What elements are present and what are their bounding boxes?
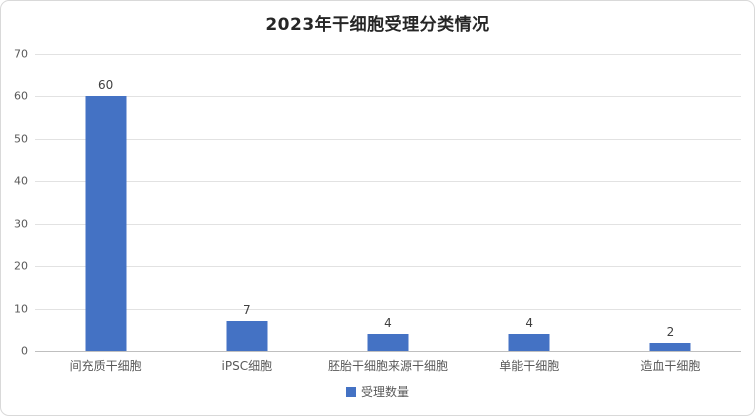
plot-area: 60 7 4 4 2 xyxy=(35,54,741,352)
bar-value-label: 4 xyxy=(525,316,534,331)
bar-value-label: 7 xyxy=(242,303,251,318)
x-tick-label: 胚胎干细胞来源干细胞 xyxy=(328,359,449,373)
chart-title: 2023年干细胞受理分类情况 xyxy=(265,15,490,35)
bar-slot: 60 xyxy=(35,54,176,351)
gridline xyxy=(35,266,741,268)
x-tick-label: iPSC细胞 xyxy=(221,359,273,373)
legend: 受理数量 xyxy=(1,383,754,400)
gridline xyxy=(35,138,741,140)
y-tick-label: 40 xyxy=(14,174,28,188)
x-tick-label: 造血干细胞 xyxy=(640,359,701,373)
gridline xyxy=(35,96,741,98)
bar-slot: 4 xyxy=(459,54,600,351)
y-tick-label: 70 xyxy=(14,47,28,61)
bar-slot: 4 xyxy=(317,54,458,351)
bar-3 xyxy=(367,334,409,351)
gridline xyxy=(35,308,741,310)
y-tick-label: 60 xyxy=(14,89,28,103)
gridline xyxy=(35,181,741,183)
x-tick-label: 间充质干细胞 xyxy=(69,359,142,373)
y-tick-label: 10 xyxy=(14,302,28,316)
bar-1 xyxy=(85,96,127,351)
bar-4 xyxy=(508,334,550,351)
gridline xyxy=(35,223,741,225)
y-axis: 0 10 20 30 40 50 60 70 xyxy=(1,48,28,358)
bar-value-label: 60 xyxy=(97,78,114,93)
bars-row: 60 7 4 4 2 xyxy=(35,54,741,351)
bar-slot: 2 xyxy=(600,54,741,351)
x-tick-label: 单能干细胞 xyxy=(499,359,560,373)
bar-5 xyxy=(649,342,691,351)
gridline xyxy=(35,54,741,55)
legend-label: 受理数量 xyxy=(360,385,409,399)
bar-slot: 7 xyxy=(176,54,317,351)
bar-value-label: 4 xyxy=(384,316,392,331)
bar-value-label: 2 xyxy=(666,324,675,339)
y-tick-label: 50 xyxy=(14,132,28,146)
x-axis: 间充质干细胞 iPSC细胞 胚胎干细胞来源干细胞 单能干细胞 造血干细胞 xyxy=(35,357,741,374)
y-tick-label: 30 xyxy=(14,217,28,231)
legend-swatch-icon xyxy=(345,386,356,397)
y-tick-label: 20 xyxy=(14,259,28,273)
x-axis-line xyxy=(35,351,741,352)
y-tick-label: 0 xyxy=(21,344,28,358)
bar-2 xyxy=(226,321,268,351)
